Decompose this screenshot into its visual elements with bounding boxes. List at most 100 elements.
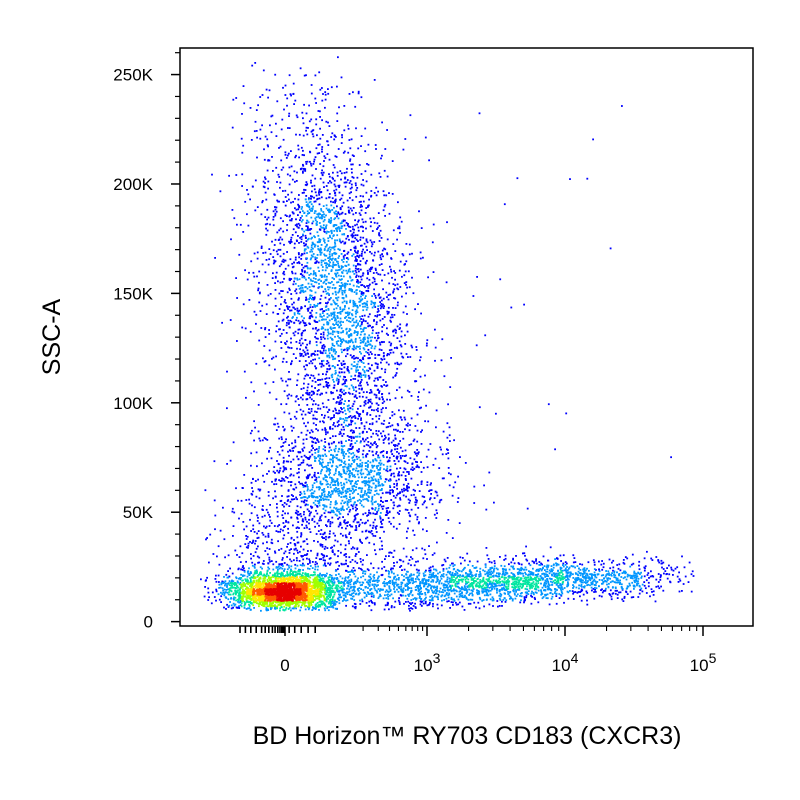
event-dot [282, 220, 284, 223]
event-dot [395, 494, 398, 497]
event-dot [357, 275, 360, 278]
event-dot [449, 440, 451, 442]
event-dot [306, 245, 309, 248]
event-dot [356, 513, 359, 515]
event-dot [443, 558, 446, 561]
event-dot [293, 552, 295, 555]
event-dot [632, 596, 635, 598]
event-dot [322, 406, 325, 408]
event-dot [322, 259, 325, 262]
event-dot [444, 560, 447, 563]
event-dot [348, 499, 350, 501]
event-dot [397, 599, 400, 602]
event-dot [323, 310, 326, 312]
event-dot [341, 289, 344, 292]
event-dot [393, 475, 396, 478]
event-dot [378, 314, 381, 316]
event-dot [649, 595, 651, 598]
event-dot [398, 558, 401, 561]
event-dot [311, 306, 314, 308]
event-dot [433, 497, 436, 499]
event-dot [248, 271, 250, 274]
event-dot [275, 166, 278, 169]
event-dot [287, 193, 289, 196]
event-dot [294, 563, 297, 566]
event-dot [652, 590, 655, 593]
event-dot [272, 311, 275, 314]
event-dot [351, 408, 354, 411]
event-dot [257, 478, 259, 481]
event-dot [373, 603, 376, 606]
event-dot [307, 246, 310, 249]
event-dot [425, 455, 428, 458]
event-dot [365, 593, 368, 596]
event-dot [513, 562, 516, 565]
event-dot [314, 273, 317, 276]
event-dot [554, 558, 556, 560]
event-dot [282, 329, 285, 331]
event-dot [311, 222, 314, 225]
event-dot [380, 411, 383, 414]
event-dot [468, 594, 470, 596]
event-dot [288, 289, 291, 291]
event-dot [286, 500, 289, 502]
event-dot [305, 181, 308, 183]
event-dot [416, 454, 418, 457]
event-dot [310, 374, 313, 377]
event-dot [309, 377, 311, 379]
event-dot [370, 221, 372, 223]
event-dot [319, 110, 321, 113]
event-dot [512, 558, 514, 561]
event-dot [362, 570, 365, 573]
event-dot [309, 317, 311, 320]
event-dot [403, 602, 405, 605]
event-dot [281, 445, 284, 447]
event-dot [341, 136, 343, 139]
event-dot [392, 501, 395, 504]
event-dot [621, 588, 624, 590]
event-dot [386, 252, 388, 255]
event-dot [306, 238, 309, 241]
event-dot [395, 484, 398, 487]
event-dot [319, 420, 321, 423]
event-dot [670, 566, 673, 569]
event-dot [408, 391, 411, 393]
event-dot [344, 316, 346, 319]
event-dot [314, 272, 317, 274]
event-dot [396, 467, 398, 470]
event-dot [309, 258, 312, 261]
event-dot [368, 427, 371, 430]
event-dot [375, 525, 378, 527]
event-dot [320, 338, 323, 341]
event-dot [373, 280, 376, 283]
event-dot [567, 597, 570, 600]
event-dot [296, 262, 299, 264]
event-dot [334, 352, 337, 355]
event-dot [271, 277, 274, 279]
event-dot [330, 454, 332, 456]
event-dot [369, 423, 371, 425]
event-dot [290, 516, 293, 519]
event-dot [341, 449, 344, 451]
event-dot [341, 271, 343, 274]
event-dot [617, 567, 620, 570]
event-dot [333, 416, 335, 418]
event-dot [327, 231, 330, 233]
event-dot [308, 514, 311, 517]
event-dot [417, 395, 419, 398]
event-dot [339, 399, 342, 402]
event-dot [324, 509, 327, 512]
event-dot [328, 557, 331, 560]
event-dot [394, 307, 397, 309]
event-dot [213, 460, 216, 463]
event-dot [340, 502, 343, 505]
event-dot [408, 473, 410, 475]
event-dot [358, 270, 360, 273]
event-dot [351, 171, 353, 174]
event-dot [346, 366, 349, 368]
event-dot [290, 239, 292, 241]
event-dot [313, 196, 315, 199]
event-dot [377, 190, 379, 193]
event-dot [367, 340, 369, 342]
event-dot [316, 552, 319, 555]
